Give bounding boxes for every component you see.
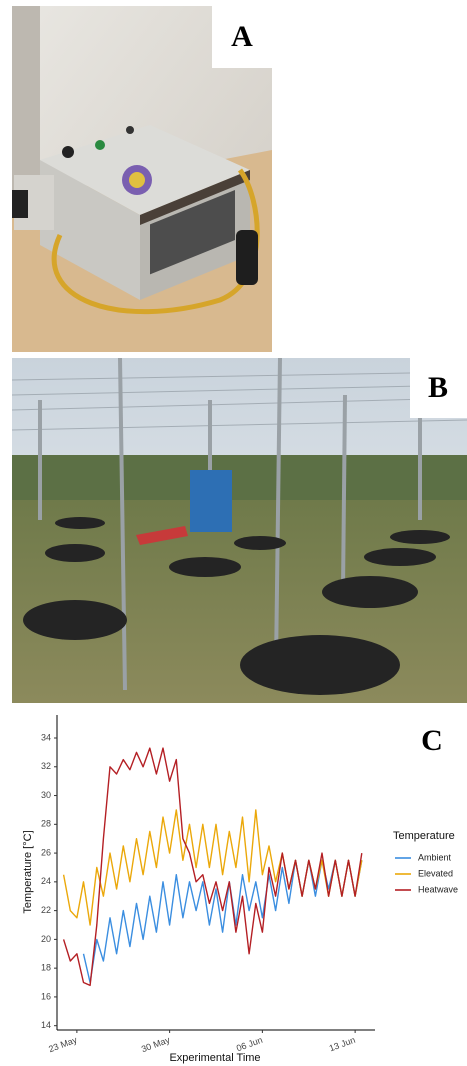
panel-label: A [231,20,253,53]
legend-label: Heatwave [418,884,458,894]
panel-label: C [421,724,443,757]
y-tick-label: 16 [41,991,51,1001]
x-tick-label: 06 Jun [235,1035,264,1054]
y-tick-label: 18 [41,963,51,973]
x-tick-label: 13 Jun [328,1035,357,1054]
series-line [84,860,362,982]
legend-label: Elevated [418,868,453,878]
panel-label: B [428,371,448,404]
legend-title: Temperature [393,830,455,842]
x-tick-label: 30 May [140,1035,172,1055]
y-axis-label: Temperature [°C] [22,830,34,913]
legend-label: Ambient [418,852,452,862]
x-axis-label: Experimental Time [169,1052,260,1064]
y-tick-label: 20 [41,934,51,944]
y-tick-label: 22 [41,905,51,915]
y-tick-label: 32 [41,761,51,771]
y-tick-label: 24 [41,876,51,886]
y-tick-label: 30 [41,790,51,800]
y-tick-label: 34 [41,732,51,742]
x-tick-label: 23 May [47,1035,79,1055]
figure: A B C Experimental Time Temperature [°C]… [0,0,467,1066]
photo-b: B [12,358,467,703]
y-tick-label: 26 [41,847,51,857]
photo-a: A [12,6,272,352]
y-tick-label: 28 [41,819,51,829]
page: A B C Experimental Time Temperature [°C]… [0,0,467,1066]
y-tick-label: 14 [41,1020,51,1030]
